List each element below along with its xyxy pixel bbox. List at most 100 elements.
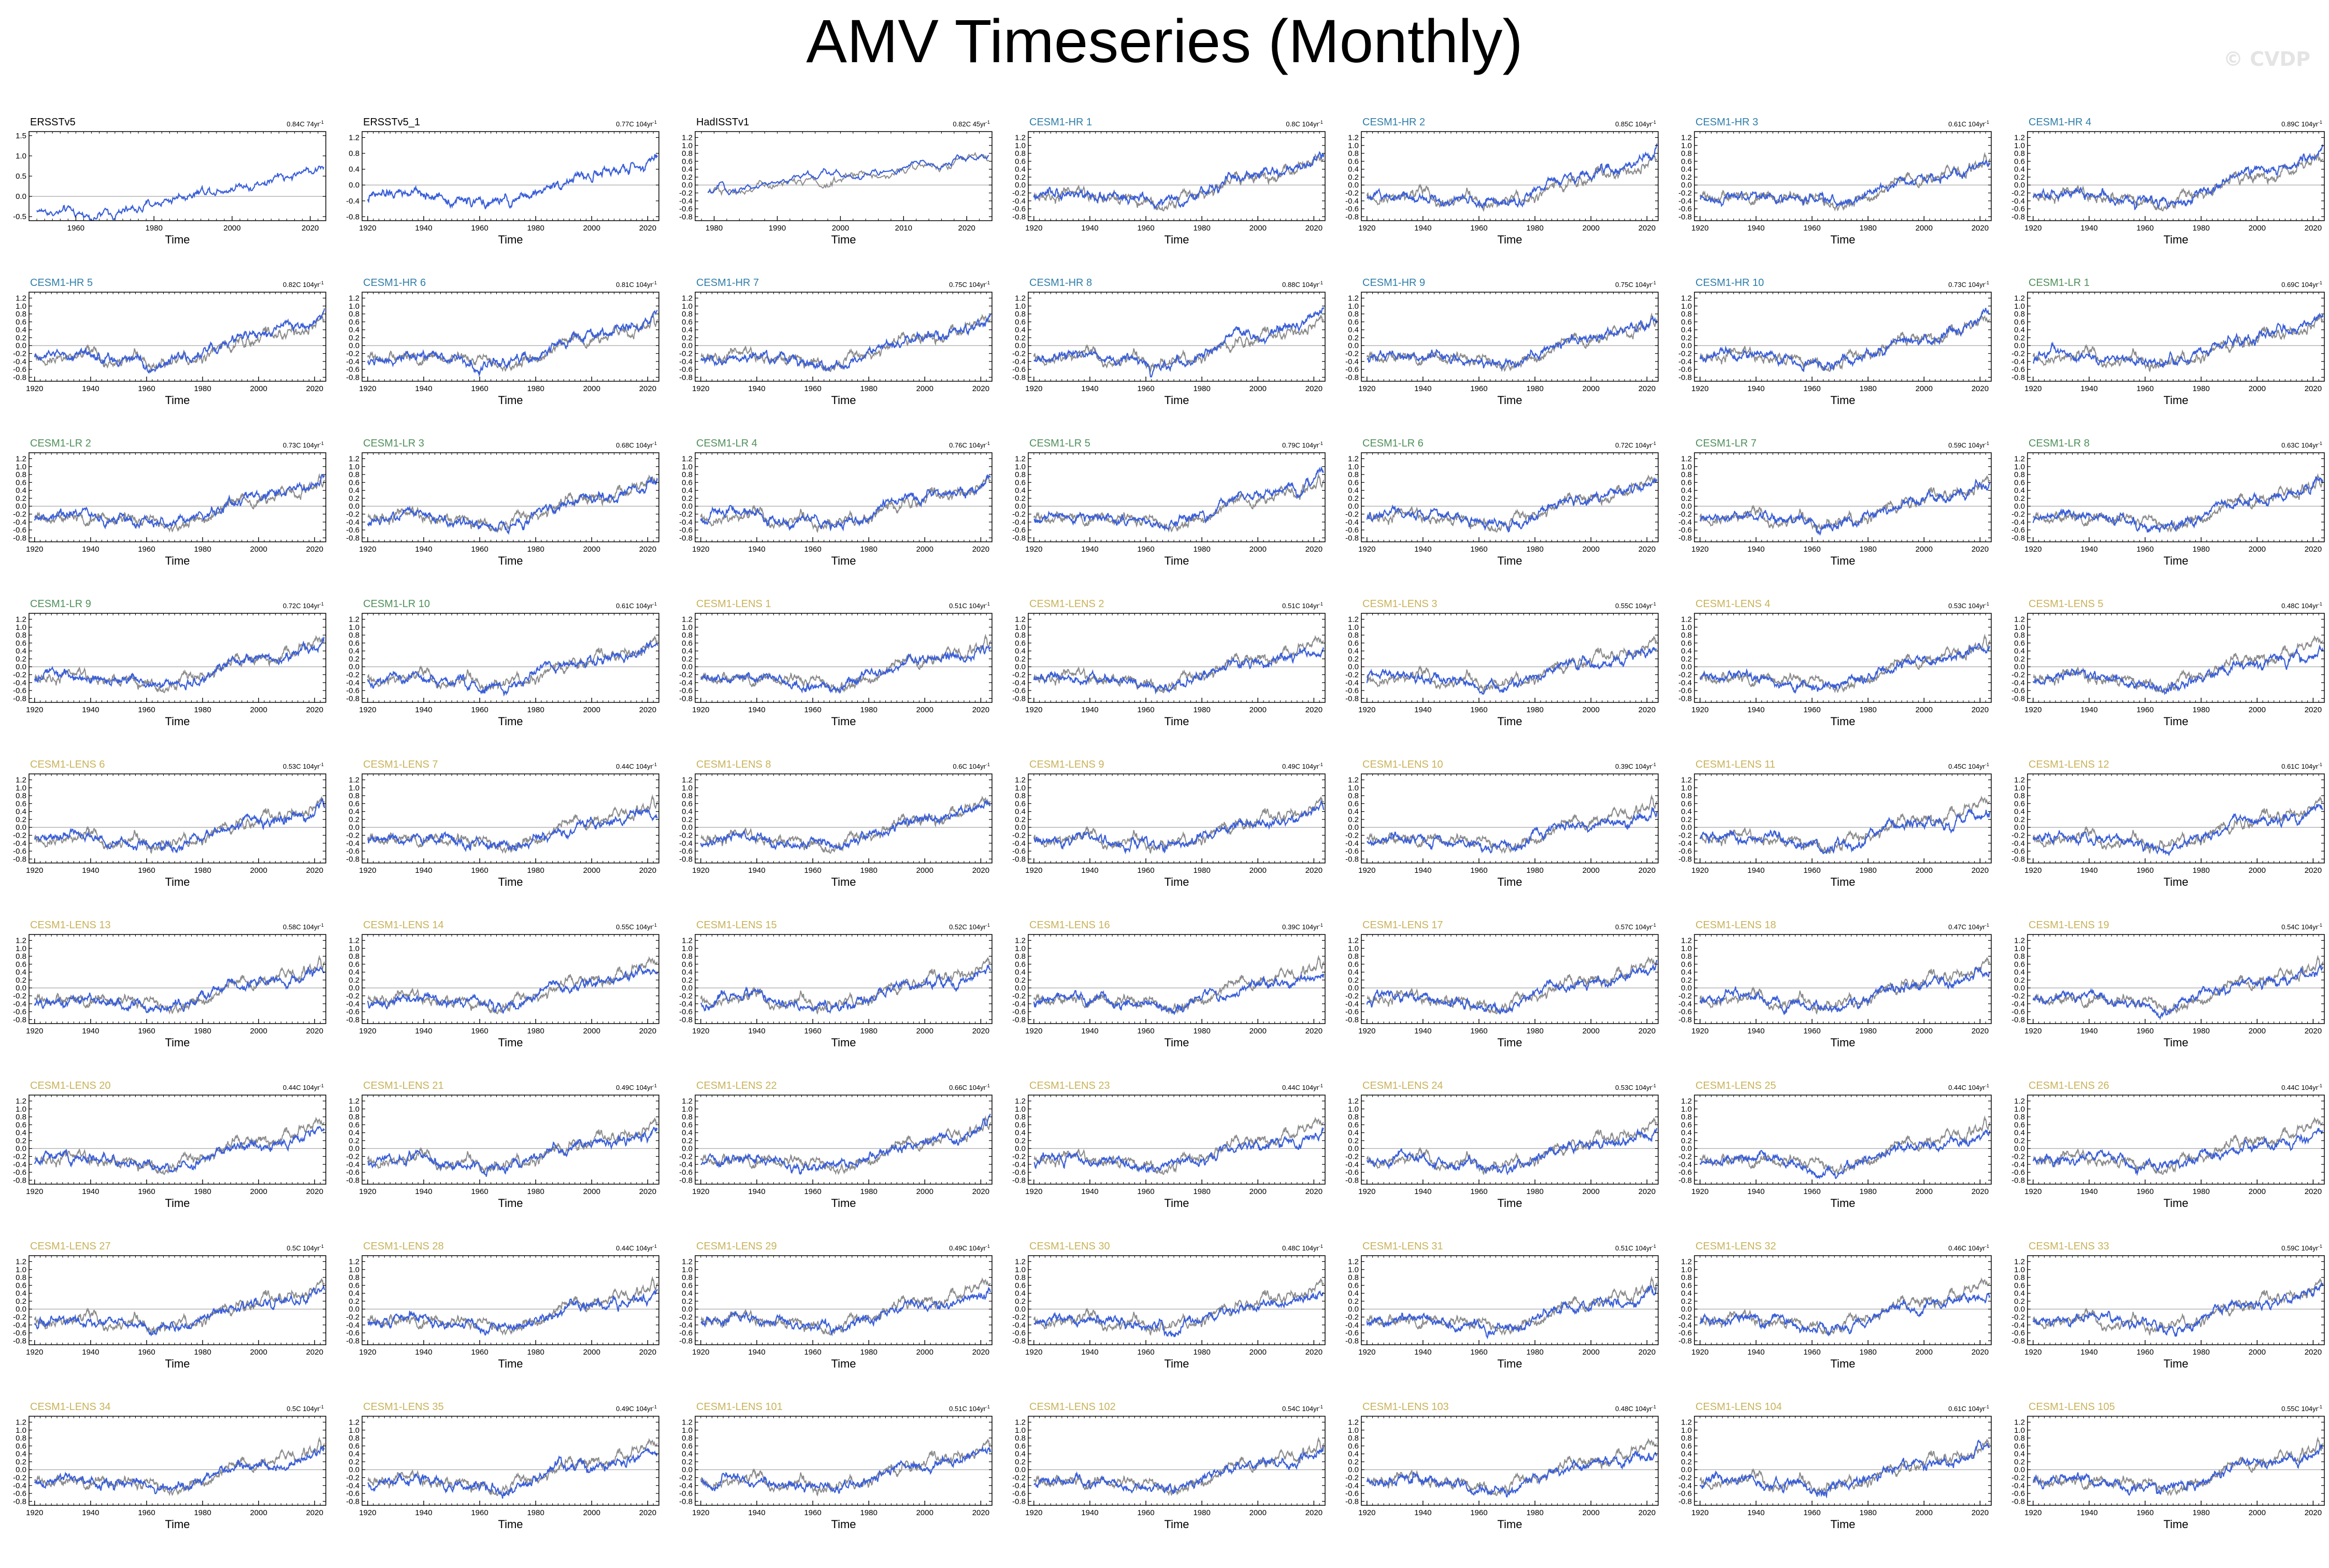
x-tick-label: 1960 <box>2136 384 2153 393</box>
x-tick-label: 2020 <box>639 706 656 714</box>
model-series-line <box>2032 312 2324 367</box>
trend-exponent: -1 <box>653 601 657 607</box>
x-tick-label: 1960 <box>1470 545 1487 554</box>
x-tick-label: 1990 <box>769 224 786 233</box>
y-tick-label: 1.0 <box>349 784 360 793</box>
y-tick-label: -0.8 <box>2011 212 2025 221</box>
x-tick-label: 2000 <box>583 545 600 554</box>
x-tick-label: 1920 <box>1358 545 1375 554</box>
panel-title: CESM1-LR 3 <box>363 438 424 449</box>
y-tick-label: 0.2 <box>682 494 693 503</box>
x-tick-label: 1940 <box>82 545 99 554</box>
y-tick-label: 0.6 <box>1015 478 1026 487</box>
y-tick-label: 0.2 <box>1348 494 1359 503</box>
y-tick-label: 0.2 <box>1681 494 1692 503</box>
x-tick-label: 1920 <box>692 384 709 393</box>
series-group <box>1366 143 1658 212</box>
x-tick-label: 2000 <box>916 384 933 393</box>
model-series-line <box>1367 143 1658 209</box>
x-tick-label: 2020 <box>958 224 975 233</box>
panel-svg: ERSSTv5 0.84C 74yr-1 -0.5 0.0 0.5 1.0 1.5 1960 1… <box>13 117 326 246</box>
y-tick-label: 0.0 <box>1348 181 1359 190</box>
x-tick-label: 2000 <box>250 706 267 714</box>
y-tick-label: 0.6 <box>16 478 26 487</box>
y-tick-label: 0.6 <box>682 318 693 326</box>
plot-frame <box>695 452 993 542</box>
chart-panel: CESM1-LR 10 0.61C 104yr-1 -0.8 -0.6 -0.4 -0.2… <box>341 592 673 747</box>
x-tick-label: 1940 <box>2080 706 2097 714</box>
trend-label: 0.88C 104yr-1 <box>1282 280 1323 289</box>
panel-title: CESM1-LENS 5 <box>2029 598 2104 610</box>
y-tick-label: -0.6 <box>1012 205 1026 213</box>
model-series-line <box>34 798 325 854</box>
y-tick-label: -0.2 <box>1345 349 1359 358</box>
y-tick-label: -0.8 <box>1678 694 1692 703</box>
chart-panel: CESM1-HR 1 0.8C 104yr-1 -0.8 -0.6 -0.4 -0.2 0.… <box>1008 110 1339 265</box>
panel-svg: CESM1-LR 7 0.59C 104yr-1-0.8-0.6-0.4-0.20… <box>1678 438 1992 567</box>
model-series-line <box>367 808 658 853</box>
x-tick-label: 1940 <box>1747 545 1764 554</box>
x-tick-label: 1960 <box>1470 706 1487 714</box>
model-series-line <box>700 644 991 694</box>
y-tick-label: 0.6 <box>1348 157 1359 166</box>
page-title: AMV Timeseries (Monthly) <box>806 7 1523 76</box>
x-tick-label: 2020 <box>2305 224 2322 233</box>
x-tick-label: 2020 <box>1305 384 1322 393</box>
y-tick-label: 1.2 <box>682 294 693 303</box>
trend-exponent: -1 <box>320 601 324 607</box>
y-tick-label: 0.2 <box>16 334 26 342</box>
chart-panel: CESM1-LENS 8 0.6C 104yr-1 -0.8 -0.6 -0.4 -0.2… <box>674 752 1006 908</box>
chart-panel: CESM1-LENS 5 0.48C 104yr-1 -0.8 -0.6 -0.4 -0.… <box>2007 592 2329 747</box>
x-tick-label: 1980 <box>1526 224 1543 233</box>
plot-frame <box>1028 613 1326 703</box>
x-tick-label: 1940 <box>1747 384 1764 393</box>
y-tick-label: 0.2 <box>2014 494 2025 503</box>
y-tick-label: 0.0 <box>349 341 360 350</box>
x-tick-label: 1920 <box>359 384 376 393</box>
x-tick-label: 2000 <box>2249 224 2266 233</box>
series-group <box>367 154 658 210</box>
x-tick-label: 1940 <box>1747 706 1764 714</box>
trend-exponent: -1 <box>1985 441 1989 446</box>
y-tick-label: 0.6 <box>2014 157 2025 166</box>
series-group <box>1033 151 1325 212</box>
y-tick-label: -0.4 <box>1678 197 1692 206</box>
y-tick-label: 1.2 <box>1681 615 1692 624</box>
trend-label: 0.73C 104yr-1 <box>283 441 324 449</box>
trend-label: 0.75C 104yr-1 <box>1615 280 1656 289</box>
trend-label: 0.59C 104yr-1 <box>1948 441 1989 449</box>
x-tick-label: 1960 <box>1803 384 1820 393</box>
series-group <box>700 795 991 854</box>
trend-label: 0.51C 104yr-1 <box>949 601 990 610</box>
panel-title: CESM1-LR 1 <box>2029 277 2090 289</box>
x-tick-label: 2020 <box>972 384 989 393</box>
x-tick-label: 1920 <box>26 866 43 875</box>
trend-label: 0.85C 104yr-1 <box>1615 120 1656 128</box>
y-tick-label: 0.6 <box>16 318 26 326</box>
y-tick-label: 0.2 <box>1015 173 1026 182</box>
y-tick-label: 0.4 <box>349 647 360 656</box>
panel-title: CESM1-HR 6 <box>363 277 426 289</box>
chart-panel: CESM1-LENS 3 0.55C 104yr-1 -0.8 -0.6 -0.4 -0.… <box>1341 592 1672 747</box>
y-tick-label: 0.8 <box>682 470 693 479</box>
x-tick-label: 1920 <box>26 384 43 393</box>
trend-exponent: -1 <box>986 762 990 767</box>
x-tick-label: 2020 <box>2305 545 2322 554</box>
x-tick-label: 1940 <box>415 545 432 554</box>
x-tick-label: 2020 <box>1638 384 1656 393</box>
y-tick-label: 0.0 <box>16 192 26 201</box>
panel-title: CESM1-LENS 9 <box>1029 759 1104 770</box>
reference-series-line <box>700 634 991 694</box>
y-tick-label: 0.4 <box>682 165 693 174</box>
y-tick-label: 1.0 <box>1681 463 1692 471</box>
x-tick-label: 1920 <box>2024 384 2042 393</box>
y-tick-label: 0.4 <box>16 486 26 495</box>
x-tick-label: 1980 <box>1859 224 1876 233</box>
y-tick-label: 0.0 <box>2014 502 2025 511</box>
y-tick-label: 0.0 <box>349 663 360 671</box>
chart-panel: CESM1-HR 5 0.82C 104yr-1 -0.8 -0.6 -0.4 -0.2 0… <box>8 270 340 426</box>
x-tick-label: 1920 <box>1691 545 1708 554</box>
x-tick-label: 2000 <box>1249 384 1267 393</box>
y-tick-label: -0.4 <box>1345 197 1359 206</box>
y-tick-label: -0.2 <box>13 510 26 519</box>
